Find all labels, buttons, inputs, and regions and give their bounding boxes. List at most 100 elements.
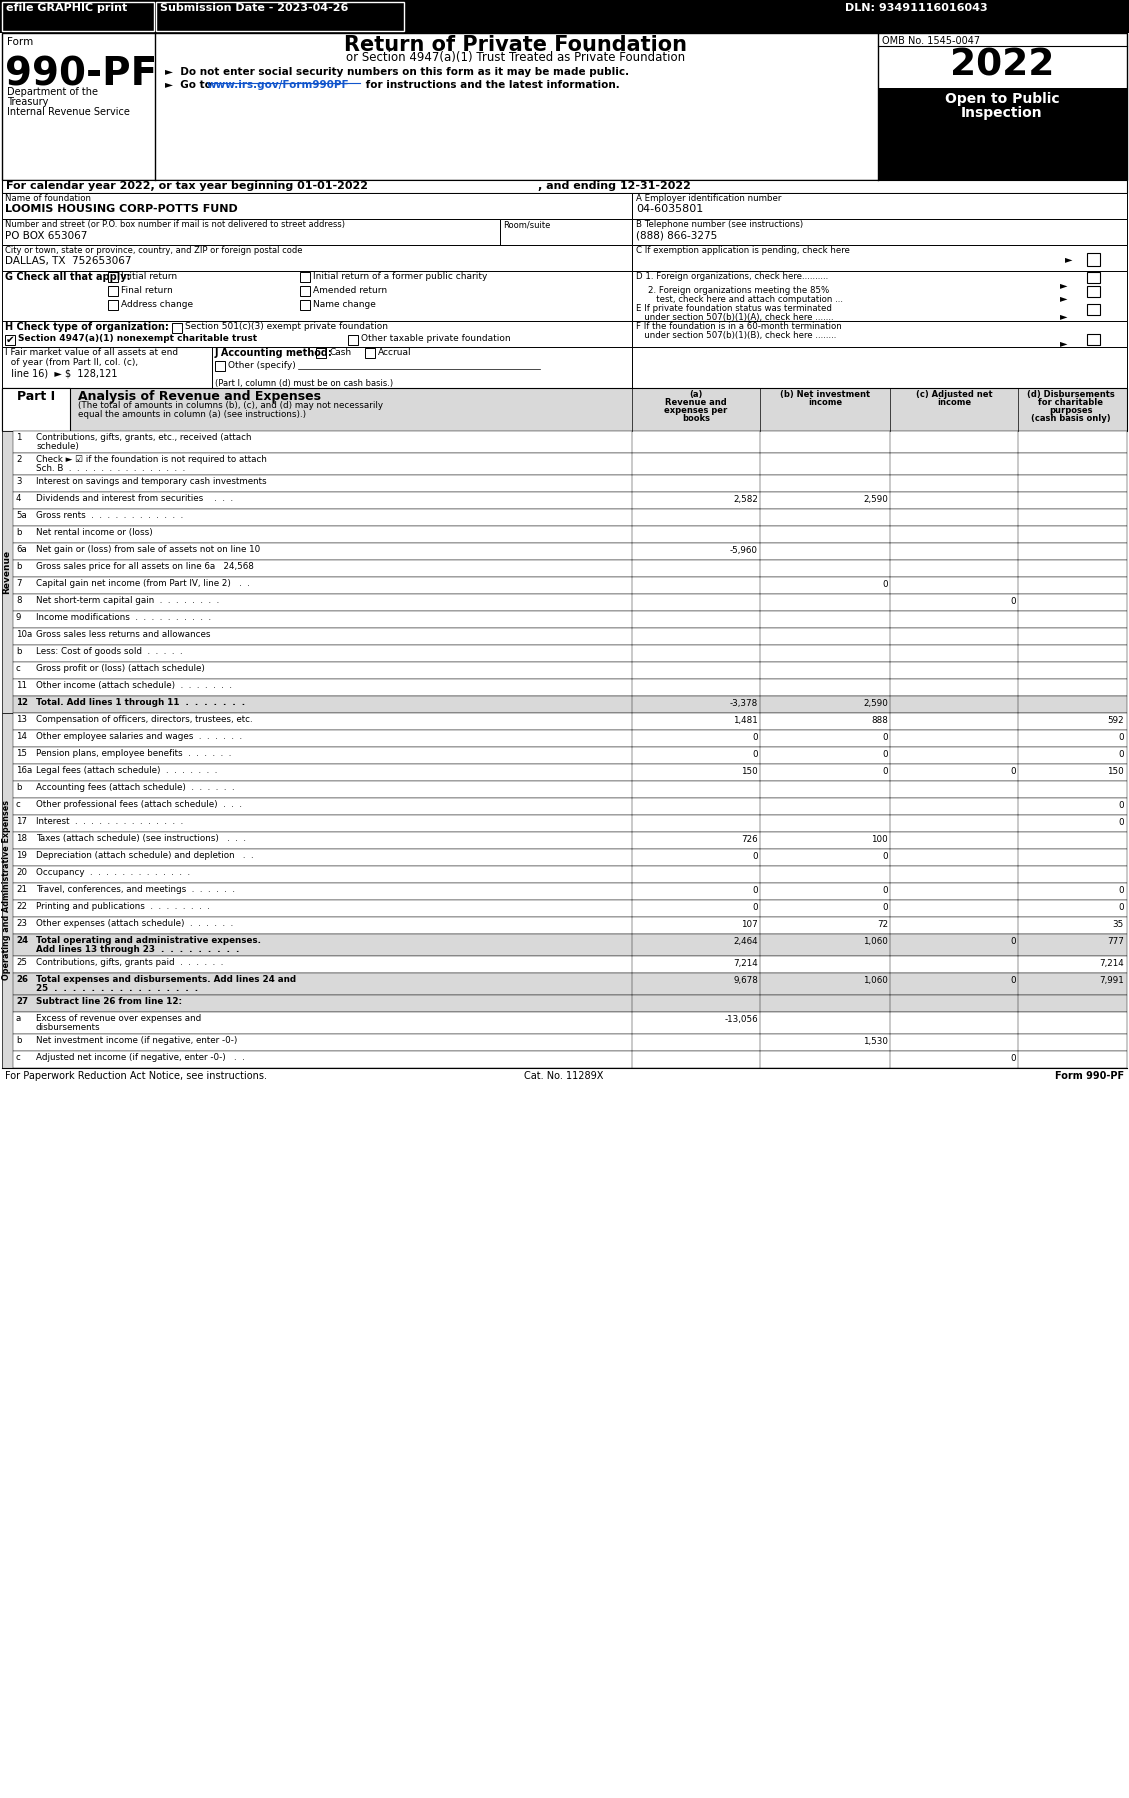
Bar [2,432,14,714]
Text: Cat. No. 11289X: Cat. No. 11289X [524,1072,604,1081]
Text: books: books [682,414,710,423]
Text: 0: 0 [752,750,758,759]
Bar [14,527,1127,543]
Text: 20: 20 [16,868,27,877]
Bar [14,1012,1127,1034]
Text: Total. Add lines 1 through 11  .  .  .  .  .  .  .: Total. Add lines 1 through 11 . . . . . … [36,698,245,707]
Bar [14,611,1127,628]
Text: 0: 0 [883,903,889,912]
Text: 24: 24 [16,937,28,946]
Text: Gross rents  .  .  .  .  .  .  .  .  .  .  .  .: Gross rents . . . . . . . . . . . . [36,511,183,520]
Text: 0: 0 [883,581,889,590]
Bar [365,349,375,358]
Text: LOOMIS HOUSING CORP-POTTS FUND: LOOMIS HOUSING CORP-POTTS FUND [5,203,238,214]
Bar [156,2,404,31]
Text: 0: 0 [1010,597,1016,606]
Text: Section 4947(a)(1) nonexempt charitable trust: Section 4947(a)(1) nonexempt charitable … [18,334,257,343]
Text: 2,590: 2,590 [864,699,889,708]
Text: Add lines 13 through 23  .  .  .  .  .  .  .  .  .: Add lines 13 through 23 . . . . . . . . … [36,946,239,955]
Text: 6a: 6a [16,545,27,554]
Text: OMB No. 1545-0047: OMB No. 1545-0047 [882,36,980,47]
Text: 9: 9 [16,613,21,622]
Text: ►: ► [1060,280,1068,289]
Text: Form 990-PF: Form 990-PF [1054,1072,1124,1081]
Text: F If the foundation is in a 60-month termination: F If the foundation is in a 60-month ter… [636,322,842,331]
Text: 100: 100 [872,834,889,843]
Bar [108,300,119,309]
Text: Other (specify): Other (specify) [228,361,296,370]
Text: 19: 19 [16,850,27,859]
Text: Dividends and interest from securities    .  .  .: Dividends and interest from securities .… [36,494,233,503]
Text: Part I: Part I [17,390,55,403]
Bar [14,901,1127,917]
Text: b: b [16,563,21,572]
Bar [14,493,1127,509]
Text: 23: 23 [16,919,27,928]
Text: Taxes (attach schedule) (see instructions)   .  .  .: Taxes (attach schedule) (see instruction… [36,834,246,843]
Text: Amended return: Amended return [313,286,387,295]
Text: income: income [937,397,971,406]
Text: Net gain or (loss) from sale of assets not on line 10: Net gain or (loss) from sale of assets n… [36,545,261,554]
Text: H Check type of organization:: H Check type of organization: [5,322,169,333]
Bar [2,245,632,271]
Text: 0: 0 [1010,937,1016,946]
Text: 0: 0 [1119,818,1124,827]
Bar [2,271,632,322]
Text: Room/suite: Room/suite [504,219,550,228]
Text: 1,060: 1,060 [864,937,889,946]
Text: Gross sales less returns and allowances: Gross sales less returns and allowances [36,629,210,638]
Bar [14,730,1127,746]
Text: 777: 777 [1108,937,1124,946]
Text: 0: 0 [883,734,889,743]
Text: 7: 7 [16,579,21,588]
Text: J Accounting method:: J Accounting method: [215,349,333,358]
Text: Section 501(c)(3) exempt private foundation: Section 501(c)(3) exempt private foundat… [185,322,388,331]
Text: equal the amounts in column (a) (see instructions).): equal the amounts in column (a) (see ins… [78,410,306,419]
Text: Contributions, gifts, grants paid  .  .  .  .  .  .: Contributions, gifts, grants paid . . . … [36,958,224,967]
Text: schedule): schedule) [36,442,79,451]
Text: Accounting fees (attach schedule)  .  .  .  .  .  .: Accounting fees (attach schedule) . . . … [36,782,235,791]
Bar [14,593,1127,611]
Bar [14,746,1127,764]
Text: ►: ► [1060,338,1068,349]
Text: ✔: ✔ [6,334,15,345]
Text: 04-6035801: 04-6035801 [636,203,703,214]
Text: I Fair market value of all assets at end: I Fair market value of all assets at end [5,349,178,358]
Text: 21: 21 [16,885,27,894]
Bar [14,559,1127,577]
Text: Other professional fees (attach schedule)  .  .  .: Other professional fees (attach schedule… [36,800,242,809]
Text: c: c [16,663,20,672]
Bar [14,453,1127,475]
Text: 2: 2 [16,455,21,464]
Text: Gross profit or (loss) (attach schedule): Gross profit or (loss) (attach schedule) [36,663,204,672]
Text: Sch. B  .  .  .  .  .  .  .  .  .  .  .  .  .  .  .: Sch. B . . . . . . . . . . . . . . . [36,464,185,473]
Text: 5a: 5a [16,511,27,520]
Text: 0: 0 [752,886,758,895]
Text: disbursements: disbursements [36,1023,100,1032]
Bar [14,696,1127,714]
Text: Address change: Address change [121,300,193,309]
Text: Contributions, gifts, grants, etc., received (attach: Contributions, gifts, grants, etc., rece… [36,433,252,442]
Bar [14,1034,1127,1052]
Text: (b) Net investment: (b) Net investment [780,390,870,399]
Text: 26: 26 [16,975,28,984]
Bar [632,245,1127,271]
Bar [14,917,1127,933]
Text: Total expenses and disbursements. Add lines 24 and: Total expenses and disbursements. Add li… [36,975,296,984]
Text: C If exemption application is pending, check here: C If exemption application is pending, c… [636,246,850,255]
Bar [14,577,1127,593]
Text: (888) 866-3275: (888) 866-3275 [636,230,717,241]
Text: 7,991: 7,991 [1100,976,1124,985]
Text: (d) Disbursements: (d) Disbursements [1027,390,1114,399]
Bar [0,0,1129,32]
Text: efile GRAPHIC print: efile GRAPHIC print [6,4,128,13]
Bar [632,219,1127,245]
Text: DALLAS, TX  752653067: DALLAS, TX 752653067 [5,255,131,266]
Bar [108,271,119,282]
Text: 25: 25 [16,958,27,967]
Text: under section 507(b)(1)(A), check here .......: under section 507(b)(1)(A), check here .… [636,313,833,322]
Text: 0: 0 [752,903,758,912]
Bar [500,219,632,245]
Text: Final return: Final return [121,286,173,295]
Text: Revenue and: Revenue and [665,397,727,406]
